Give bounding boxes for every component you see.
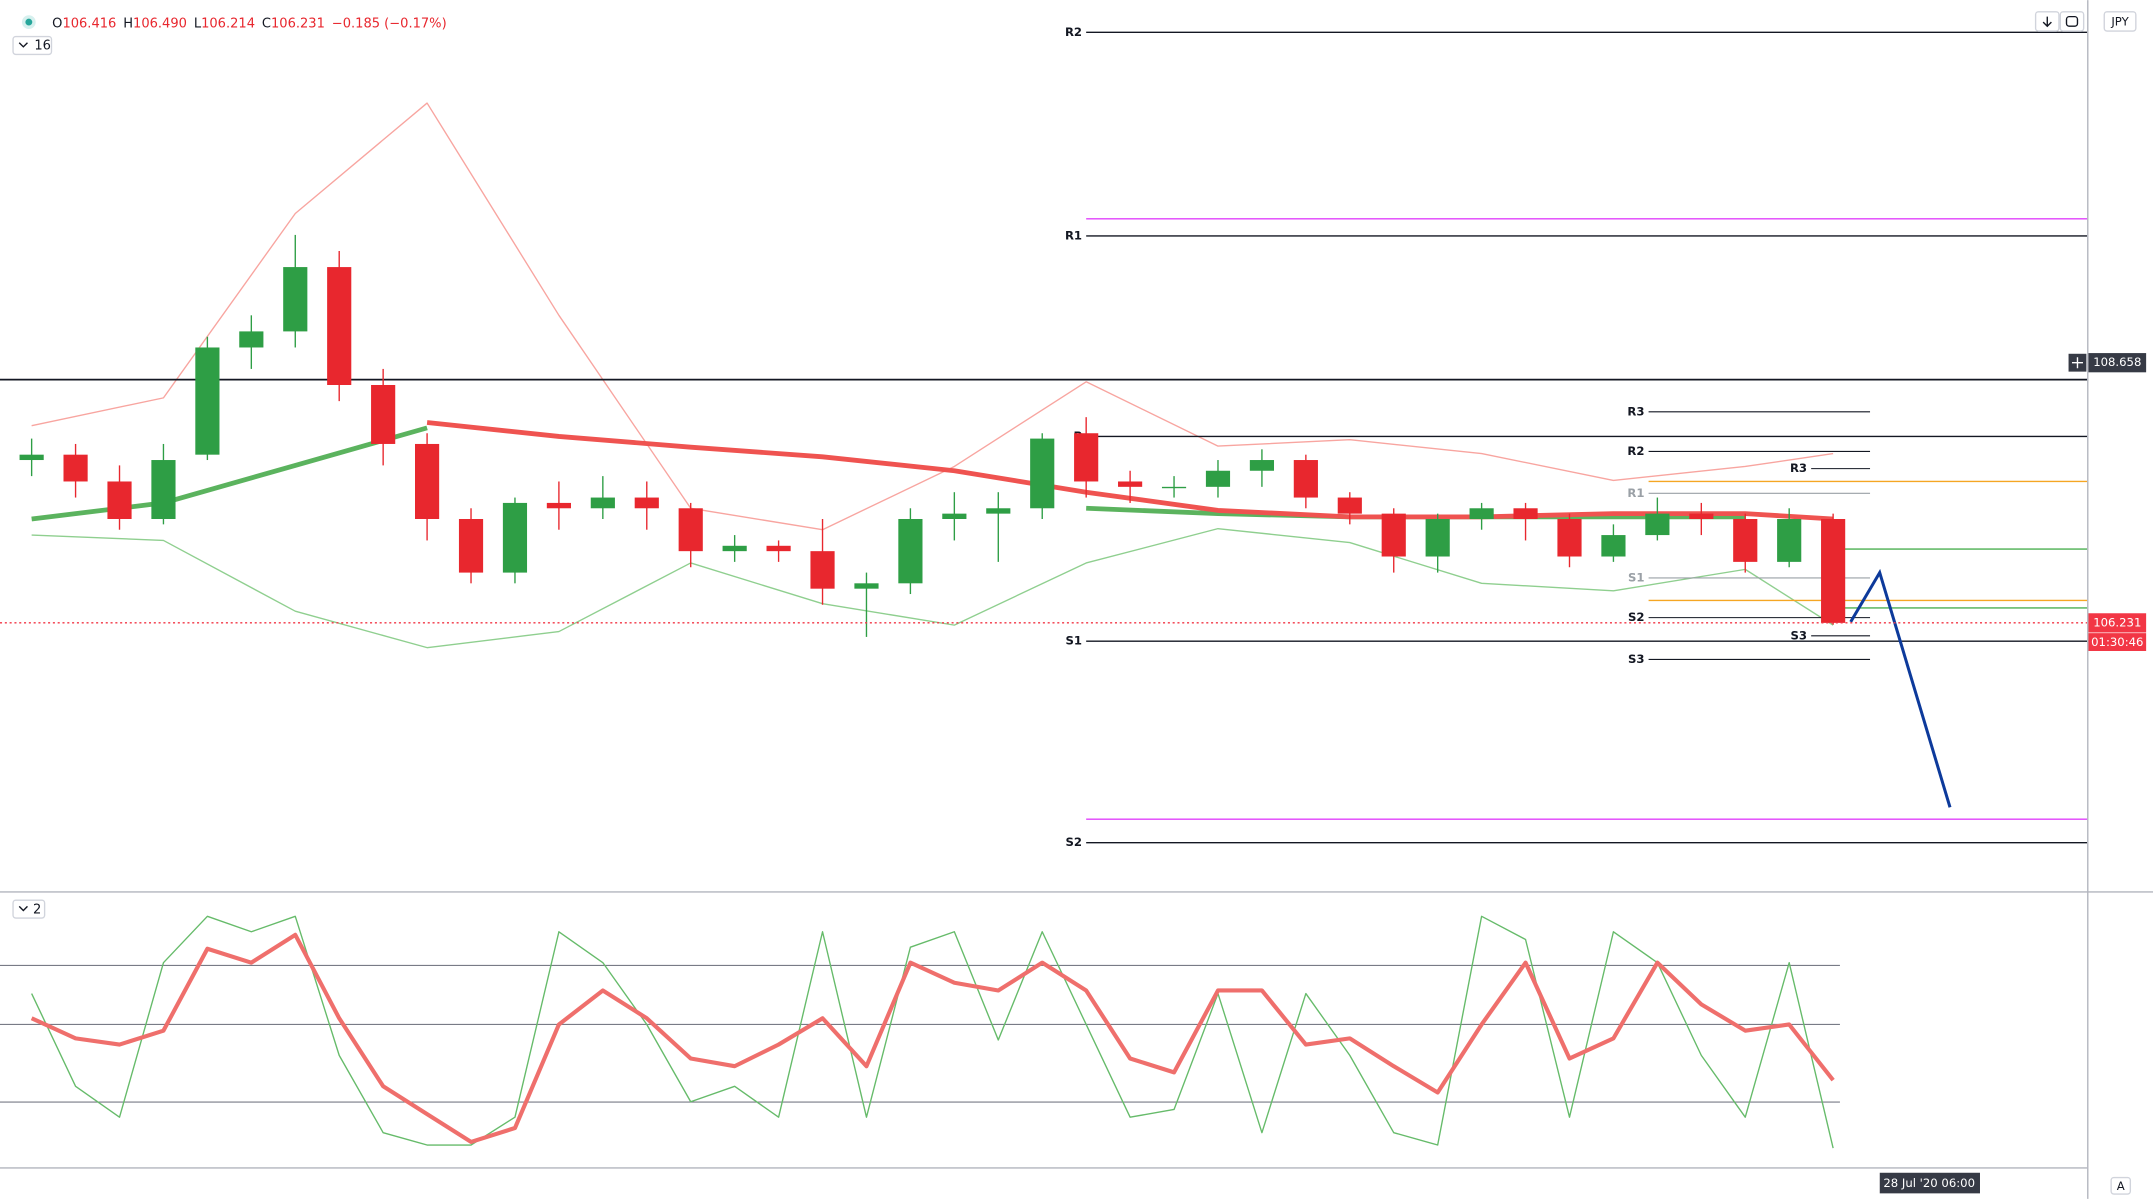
- candle-body: [1293, 460, 1318, 498]
- candle-body: [1161, 486, 1187, 489]
- current-price-tag: [2088, 613, 2147, 633]
- level-label: S3: [1628, 652, 1645, 666]
- legend-value: 106.416: [62, 16, 116, 31]
- legend-label: H: [123, 16, 133, 31]
- legend-change: −0.185 (−0.17%): [332, 16, 447, 31]
- currency: JPY: [2110, 15, 2129, 29]
- candle-body: [854, 583, 879, 589]
- candle-body: [546, 502, 571, 509]
- candle-body: [1513, 508, 1538, 519]
- candle-body: [19, 454, 44, 461]
- candle-body: [766, 545, 791, 552]
- candle-body: [1118, 481, 1143, 487]
- legend-value: 106.490: [133, 16, 187, 31]
- candle-body: [1337, 497, 1362, 514]
- candle-body: [1030, 438, 1055, 509]
- candle-body: [1689, 513, 1714, 519]
- axes: 106.231 108.658: [2068, 353, 2147, 633]
- legend-label: C: [262, 16, 271, 31]
- time-tag: [1879, 1172, 1980, 1194]
- candle-body: [722, 545, 747, 552]
- candle-body: [107, 481, 132, 519]
- candle-body: [1733, 518, 1758, 562]
- plus-icon: [2071, 357, 2083, 369]
- level-label: R3: [1627, 404, 1644, 418]
- candle-body: [195, 347, 220, 455]
- arrow-icon: [2042, 16, 2052, 28]
- level-label: S1: [1066, 634, 1083, 648]
- candle-body: [63, 454, 88, 482]
- status-dot: [25, 18, 33, 26]
- plot-area: R2R1PS1S2R3R2R3R1S1S2S3S3: [0, 25, 2088, 1149]
- legend-label: O: [52, 16, 62, 31]
- candle-body: [1074, 433, 1099, 482]
- level-label: R1: [1065, 228, 1082, 242]
- candle-body: [1205, 470, 1231, 487]
- candle-body: [1601, 535, 1626, 557]
- level-label: S1: [1628, 570, 1645, 584]
- osc-badge[interactable]: [12, 899, 46, 919]
- osc-line: [31, 915, 1834, 1149]
- crosshair-price-tag: [2088, 353, 2147, 373]
- candle-body: [502, 502, 528, 573]
- projection-line: [1849, 568, 1952, 808]
- indicator-line: [31, 102, 1834, 531]
- candle-body: [151, 460, 176, 519]
- ohlc-legend: O106.416 H106.490 L106.214 C106.231 −0.1…: [52, 16, 446, 31]
- candle-body: [898, 518, 923, 584]
- legend-value: 106.231: [271, 16, 325, 31]
- indicator-line: [426, 420, 1834, 522]
- candle-body: [1249, 460, 1275, 471]
- candle-body: [1381, 513, 1406, 557]
- candle-body: [810, 551, 835, 589]
- candle-body: [458, 518, 484, 573]
- interval-badge-text: 16: [34, 39, 51, 54]
- candle-body: [1469, 508, 1494, 519]
- auto-scale-text: A: [2117, 1179, 2125, 1193]
- legend-value: 106.214: [201, 16, 255, 31]
- candle-body: [634, 497, 659, 509]
- level-label: S2: [1066, 835, 1083, 849]
- candle-body: [942, 513, 967, 519]
- level-label: R3: [1790, 461, 1807, 475]
- level-label: S2: [1628, 610, 1645, 624]
- countdown-tag: [2088, 633, 2147, 651]
- candle-body: [1557, 518, 1582, 557]
- osc-badge-text: 2: [33, 902, 41, 917]
- candle-body: [678, 508, 703, 552]
- candle-body: [415, 443, 440, 519]
- candle-body: [590, 497, 615, 509]
- candle-body: [1821, 518, 1846, 623]
- level-label: R2: [1065, 25, 1082, 39]
- indicator-line: [31, 527, 1834, 649]
- candle-body: [283, 267, 308, 332]
- currency-button[interactable]: [2103, 11, 2137, 32]
- candle-body: [1645, 513, 1670, 536]
- legend-label: L: [194, 16, 202, 31]
- interval-badge[interactable]: [12, 35, 53, 56]
- candle-body: [327, 267, 352, 385]
- time-tag-text: 28 Jul '20 06:00: [1883, 1176, 1975, 1190]
- osc-line: [30, 932, 1835, 1144]
- countdown: 01:30:46: [2091, 635, 2143, 649]
- crosshair-price-label: 108.658: [2093, 355, 2141, 369]
- collapse-icon: [18, 42, 28, 48]
- level-label: R2: [1627, 444, 1644, 458]
- collapse-icon: [18, 905, 28, 912]
- reset-button[interactable]: [2059, 11, 2085, 32]
- candle-body: [1425, 518, 1450, 557]
- current-price-label: 106.231: [2093, 615, 2141, 629]
- level-label: S3: [1791, 628, 1808, 642]
- candle-body: [986, 508, 1011, 514]
- candle-body: [371, 384, 396, 444]
- candle-body: [1777, 518, 1802, 562]
- reset-icon: [2065, 15, 2079, 27]
- candle-body: [239, 331, 264, 348]
- level-label: R1: [1627, 486, 1644, 500]
- auto-scale-button[interactable]: [2110, 1176, 2132, 1195]
